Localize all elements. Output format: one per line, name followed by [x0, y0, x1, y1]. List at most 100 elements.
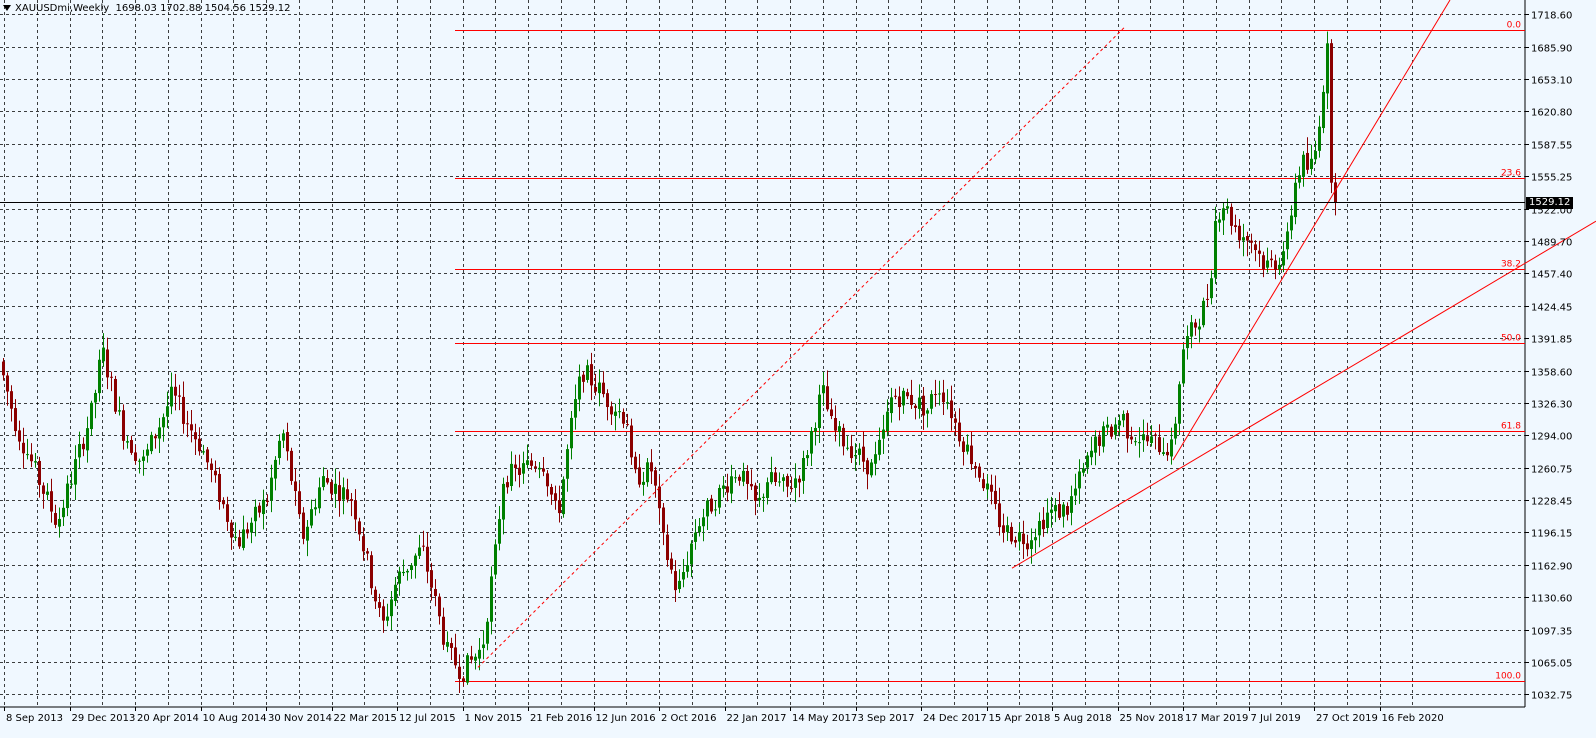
- candle-body: [834, 418, 837, 431]
- candle-body: [678, 580, 681, 590]
- candle-body: [650, 462, 653, 472]
- trendlines[interactable]: [477, 0, 1596, 668]
- candle-body: [1158, 437, 1161, 453]
- candle-body: [1086, 455, 1089, 468]
- candle-body: [450, 643, 453, 648]
- x-tick-label: 8 Sep 2013: [6, 713, 63, 724]
- chart-title: XAUUSDmi,Weekly 1698.03 1702.88 1504.56 …: [3, 3, 290, 14]
- x-tick-label: 7 Jul 2019: [1251, 713, 1301, 724]
- candle-body: [46, 491, 49, 495]
- candle-body: [522, 463, 525, 474]
- candle-body: [906, 392, 909, 397]
- candle-body: [286, 432, 289, 452]
- candle-body: [262, 499, 265, 515]
- candle-body: [846, 447, 849, 449]
- candle-body: [874, 454, 877, 464]
- candle-body: [410, 565, 413, 571]
- candle-body: [258, 505, 261, 513]
- y-tick-label: 1685.90: [1531, 44, 1572, 55]
- candle-body: [1002, 525, 1005, 533]
- candle-body: [1234, 225, 1237, 228]
- candle-body: [1302, 154, 1305, 177]
- y-tick-label: 1326.30: [1531, 400, 1572, 411]
- candle-body: [938, 393, 941, 395]
- candle-body: [1030, 540, 1033, 549]
- x-tick-label: 29 Dec 2013: [72, 713, 136, 724]
- candle-body: [186, 423, 189, 425]
- trendline[interactable]: [1011, 220, 1596, 569]
- candle-body: [94, 392, 97, 403]
- candle-body: [2, 361, 5, 376]
- y-tick-label: 1162.90: [1531, 562, 1572, 573]
- candle-body: [770, 472, 773, 483]
- y-tick-label: 1196.15: [1531, 529, 1572, 540]
- time-axis[interactable]: 8 Sep 2013 29 Dec 2013 20 Apr 2014 10 Aug 2…: [4, 707, 1444, 724]
- candle-body: [190, 424, 193, 431]
- candle-body: [158, 427, 161, 439]
- candle-body: [782, 477, 785, 481]
- candle-body: [214, 470, 217, 476]
- candle-body: [498, 519, 501, 544]
- candle-body: [118, 410, 121, 412]
- candle-body: [370, 555, 373, 589]
- y-tick-label: 1097.35: [1531, 627, 1572, 638]
- candle-body: [1310, 158, 1313, 170]
- candle-body: [914, 405, 917, 409]
- candle-body: [58, 518, 61, 527]
- candle-body: [746, 470, 749, 484]
- candle-body: [1190, 322, 1193, 337]
- candle-body: [1186, 336, 1189, 349]
- y-tick-label: 1457.40: [1531, 270, 1572, 281]
- candle-body: [1282, 251, 1285, 266]
- candle-body: [362, 536, 365, 552]
- candle-body: [462, 678, 465, 682]
- candle-body: [858, 448, 861, 455]
- x-tick-label: 1 Nov 2015: [465, 713, 523, 724]
- candle-body: [1150, 436, 1153, 444]
- trendline[interactable]: [477, 26, 1126, 668]
- candle-body: [1114, 424, 1117, 435]
- x-tick-label: 17 Mar 2019: [1185, 713, 1248, 724]
- candle-body: [114, 378, 117, 412]
- dropdown-triangle-icon[interactable]: [3, 5, 11, 11]
- candle-body: [838, 426, 841, 432]
- price-axis[interactable]: 1718.60 1685.90 1653.10 1620.80 1587.55 1555.…: [1525, 11, 1572, 702]
- candle-body: [962, 441, 965, 452]
- candle-body: [798, 478, 801, 483]
- candle-body: [718, 487, 721, 508]
- candle-body: [1090, 450, 1093, 458]
- candle-body: [590, 364, 593, 386]
- candle-body: [1014, 539, 1017, 543]
- candle-body: [802, 457, 805, 481]
- trendline[interactable]: [1172, 0, 1451, 461]
- candle-body: [470, 656, 473, 660]
- candle-body: [1194, 322, 1197, 328]
- candle-body: [994, 490, 997, 504]
- grid: [0, 0, 1526, 708]
- y-tick-label: 1522.00: [1531, 206, 1572, 217]
- candle-body: [630, 425, 633, 458]
- candle-body: [382, 606, 385, 621]
- candle-body: [854, 455, 857, 457]
- candle-body: [210, 463, 213, 470]
- candle-body: [658, 486, 661, 509]
- candle-body: [890, 397, 893, 414]
- y-tick-label: 1489.70: [1531, 238, 1572, 249]
- candle-body: [1334, 182, 1337, 203]
- candle-body: [342, 487, 345, 500]
- candle-body: [530, 460, 533, 466]
- candle-body: [178, 395, 181, 397]
- x-tick-label: 22 Mar 2015: [334, 713, 397, 724]
- candle-body: [786, 475, 789, 487]
- candle-body: [350, 499, 353, 501]
- candle-body: [18, 430, 21, 442]
- candle-body: [842, 427, 845, 447]
- candle-body: [558, 500, 561, 514]
- candle-body: [290, 450, 293, 481]
- candle-body: [930, 394, 933, 409]
- fibonacci-retracement[interactable]: 0.0 23.6 38.2 50.0 61.8 100.0: [455, 21, 1525, 682]
- candle-body: [386, 616, 389, 621]
- candle-body: [638, 467, 641, 485]
- candle-body: [698, 526, 701, 533]
